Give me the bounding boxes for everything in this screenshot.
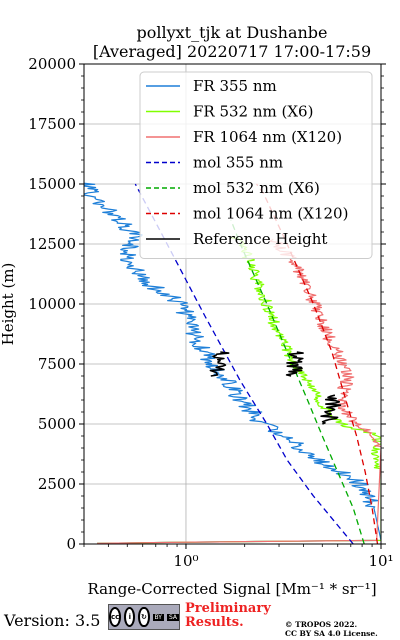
y-tick-label: 7500 bbox=[38, 355, 76, 373]
y-tick-label: 15000 bbox=[28, 175, 76, 193]
series-line-fr-1064-nm-x120 bbox=[97, 238, 381, 544]
series-line-reference-height bbox=[285, 351, 304, 377]
share-alike-icon: ↻ bbox=[138, 607, 150, 627]
cc-icon: cc bbox=[109, 607, 122, 627]
cc-license-badge[interactable]: cc i ↻ BY SA bbox=[108, 604, 180, 630]
series-layer bbox=[84, 176, 381, 544]
y-tick-label: 17500 bbox=[28, 115, 76, 133]
sa-text: SA bbox=[166, 613, 179, 621]
lidar-profile-chart: pollyxt_tjk at Dushanbe [Averaged] 20220… bbox=[0, 23, 394, 598]
copyright-line2: CC BY SA 4.0 License. bbox=[285, 629, 378, 638]
series-line-reference-height bbox=[320, 394, 342, 425]
legend-box bbox=[139, 71, 373, 259]
y-tick-label: 5000 bbox=[38, 415, 76, 433]
legend-label: FR 355 nm bbox=[193, 77, 277, 95]
by-icon: i bbox=[124, 607, 136, 627]
y-tick-label: 2500 bbox=[38, 475, 76, 493]
legend-label: mol 532 nm (X6) bbox=[193, 179, 320, 197]
by-text: BY bbox=[152, 613, 164, 621]
legend-label: mol 355 nm bbox=[193, 154, 283, 172]
legend: FR 355 nm FR 532 nm (X6) FR 1064 nm (X120)… bbox=[139, 71, 373, 259]
copyright-note: © TROPOS 2022. CC BY SA 4.0 License. bbox=[285, 620, 378, 638]
chart-title-line1: pollyxt_tjk at Dushanbe bbox=[136, 23, 327, 42]
legend-label: FR 1064 nm (X120) bbox=[193, 128, 342, 146]
preliminary-line2: Results. bbox=[185, 615, 244, 630]
y-tick-label: 10000 bbox=[28, 295, 76, 313]
copyright-line1: © TROPOS 2022. bbox=[285, 620, 358, 629]
x-axis-label: Range-Corrected Signal [Mm⁻¹ * sr⁻¹] bbox=[87, 580, 376, 598]
legend-label: Reference Height bbox=[193, 230, 327, 248]
x-tick-label: 10⁰ bbox=[173, 552, 198, 570]
preliminary-line1: Preliminary bbox=[185, 601, 271, 616]
y-tick-label: 0 bbox=[66, 535, 76, 553]
y-tick-label: 12500 bbox=[28, 235, 76, 253]
preliminary-results-note: Preliminary Results. bbox=[185, 602, 271, 630]
axes: 0 2500 5000 7500 10000 12500 15000 17500 20000 10… bbox=[28, 55, 393, 570]
legend-label: FR 532 nm (X6) bbox=[193, 103, 313, 121]
chart-title-line2: [Averaged] 20220717 17:00-17:59 bbox=[93, 42, 371, 61]
series-line-mol-532-nm-x6 bbox=[230, 219, 365, 544]
series-line-fr-532-nm-x6 bbox=[97, 236, 381, 544]
legend-label: mol 1064 nm (X120) bbox=[193, 205, 348, 223]
version-label: Version: 3.5 bbox=[4, 611, 101, 630]
y-tick-label: 20000 bbox=[28, 55, 76, 73]
y-axis-label: Height (m) bbox=[0, 263, 17, 346]
series-line-reference-height bbox=[209, 351, 230, 377]
x-tick-label: 10¹ bbox=[368, 552, 393, 570]
